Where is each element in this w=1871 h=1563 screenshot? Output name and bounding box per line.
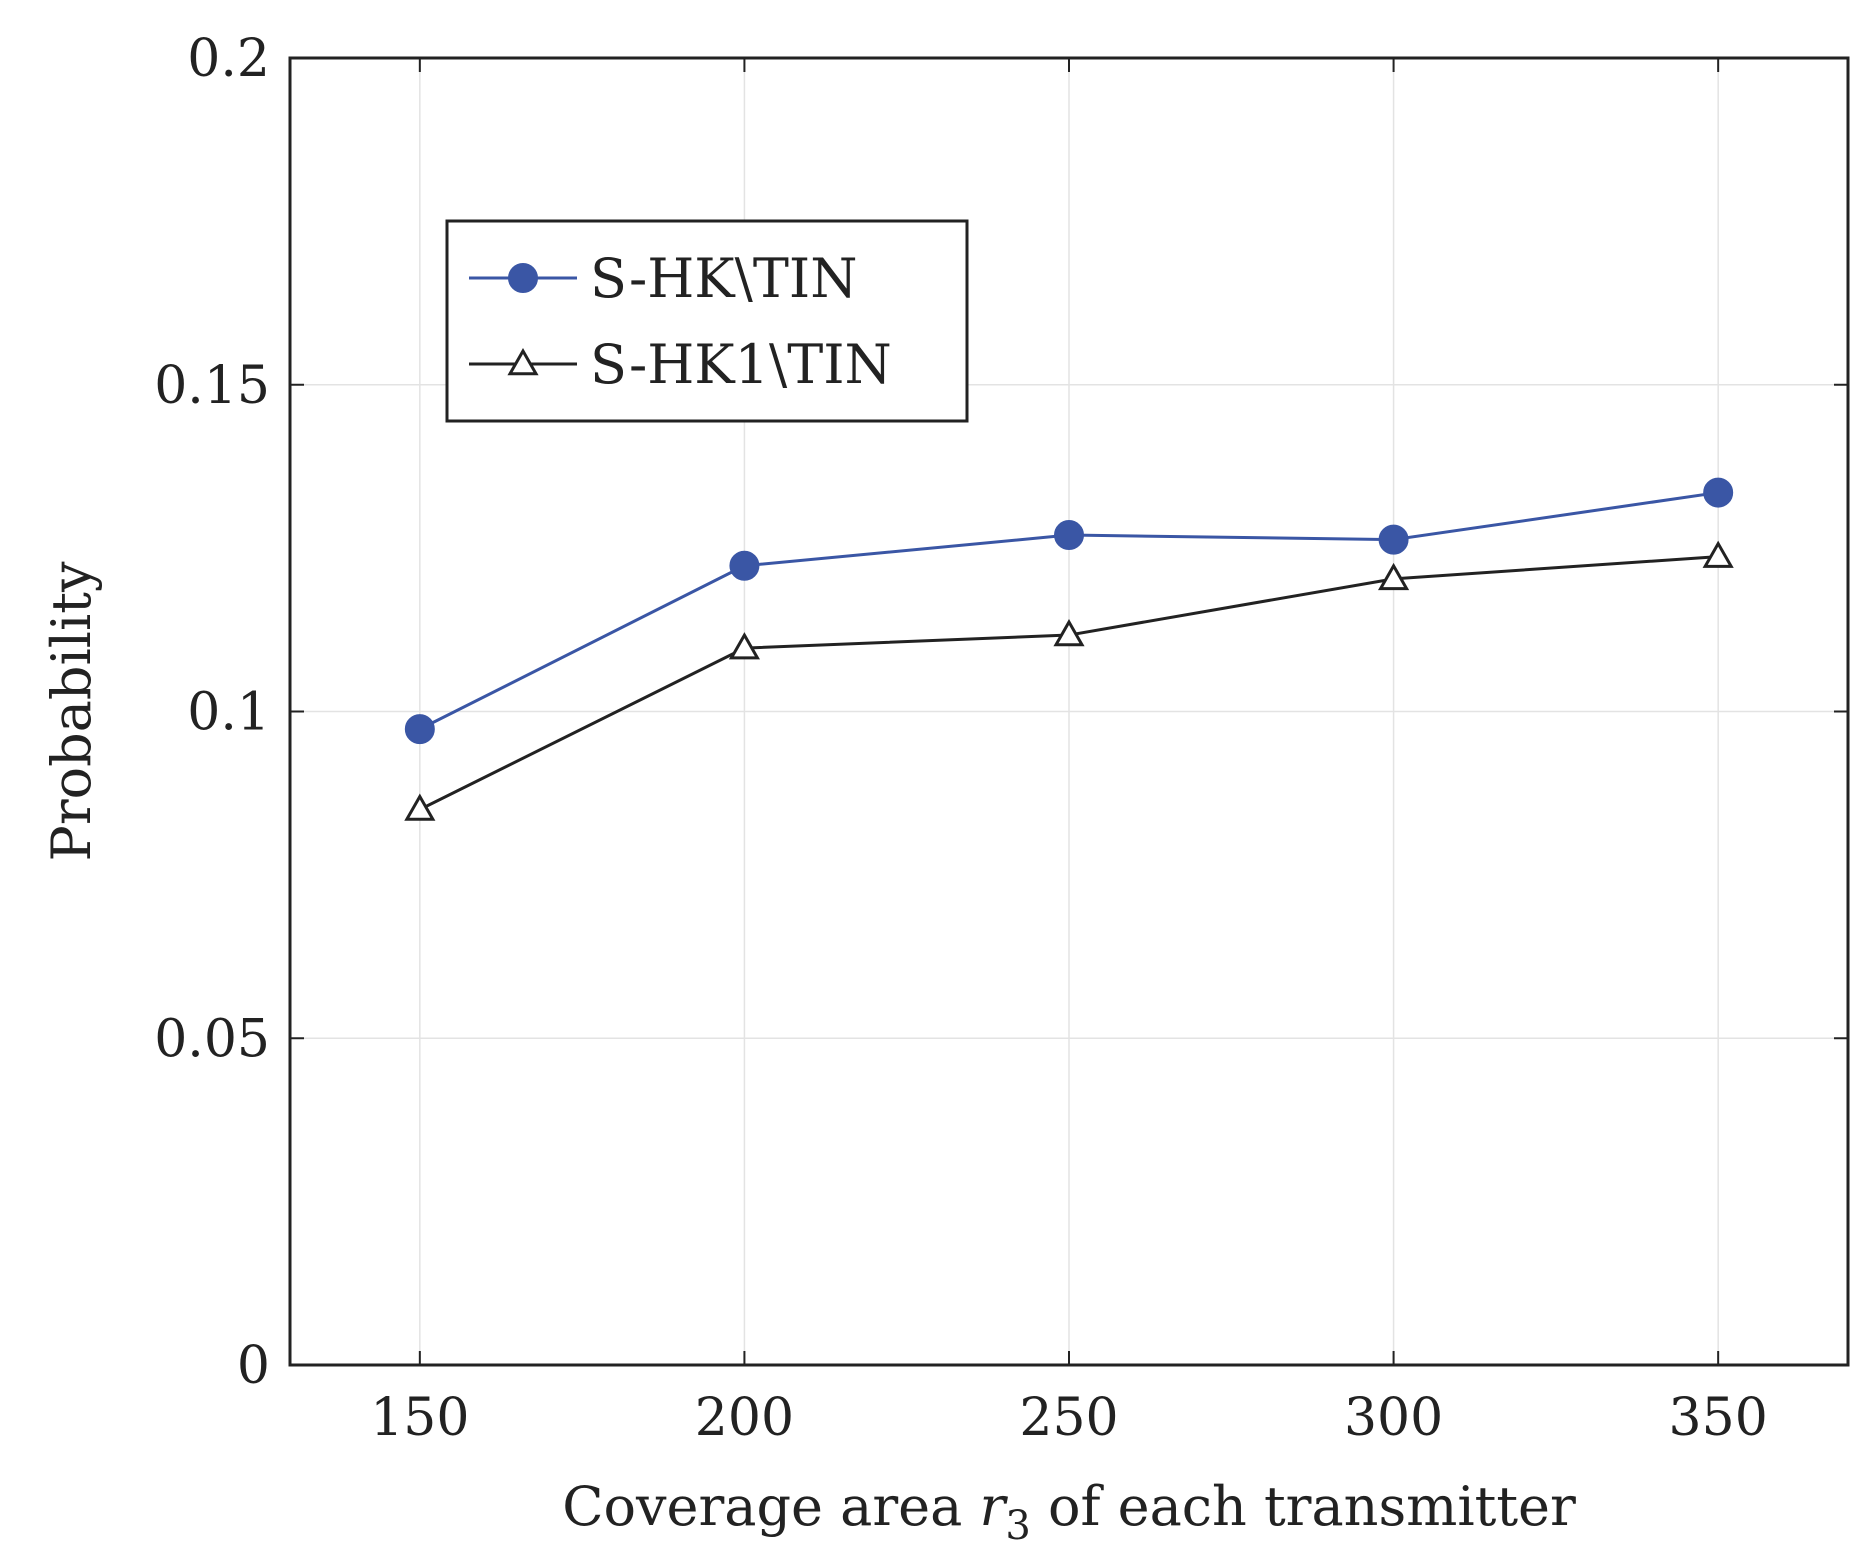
y-tick-label: 0	[237, 1336, 270, 1396]
data-point	[728, 632, 761, 660]
data-point	[1378, 524, 1409, 555]
legend-entry-2: S-HK1\TIN	[469, 333, 892, 396]
legend-marker	[508, 263, 538, 293]
data-point	[1702, 540, 1734, 568]
y-tick-label: 0.2	[187, 29, 270, 89]
x-axis-label-after: of each transmitter	[1031, 1475, 1576, 1538]
data-point	[404, 793, 436, 821]
x-axis-label-before: Coverage area	[562, 1475, 979, 1538]
series-layer	[404, 477, 1734, 821]
data-point	[1053, 619, 1085, 647]
y-tick-label: 0.05	[154, 1009, 270, 1069]
x-axis-label: Coverage area r3 of each transmitter	[562, 1475, 1576, 1549]
legend-box	[445, 219, 969, 423]
x-tick-label: 150	[370, 1388, 469, 1448]
legend-entry-1: S-HK\TIN	[469, 247, 857, 310]
data-point	[1703, 477, 1734, 508]
x-axis-label-subscript: 3	[1005, 1503, 1030, 1549]
x-tick-label: 350	[1669, 1388, 1768, 1448]
axis-ticks: 150 200 250 300 350 0 0.05 0.1 0.15 0.2	[154, 29, 1848, 1448]
data-point	[1054, 520, 1084, 551]
x-axis-label-variable: r	[980, 1475, 1009, 1538]
legend-label: S-HK\TIN	[590, 247, 857, 310]
series-2	[404, 540, 1734, 821]
series-1	[404, 477, 1734, 745]
legend: S-HK\TIN S-HK1\TIN	[445, 219, 969, 423]
x-tick-label: 250	[1019, 1388, 1118, 1448]
data-point	[404, 714, 435, 745]
legend-label: S-HK1\TIN	[590, 333, 892, 396]
x-tick-label: 300	[1344, 1388, 1443, 1448]
legend-marker	[507, 347, 539, 376]
data-point	[1377, 562, 1410, 591]
x-tick-label: 200	[695, 1388, 794, 1448]
data-point	[729, 550, 760, 581]
y-tick-label: 0.15	[154, 356, 270, 416]
y-tick-label: 0.1	[187, 683, 270, 743]
y-axis-label: Probability	[40, 561, 103, 861]
